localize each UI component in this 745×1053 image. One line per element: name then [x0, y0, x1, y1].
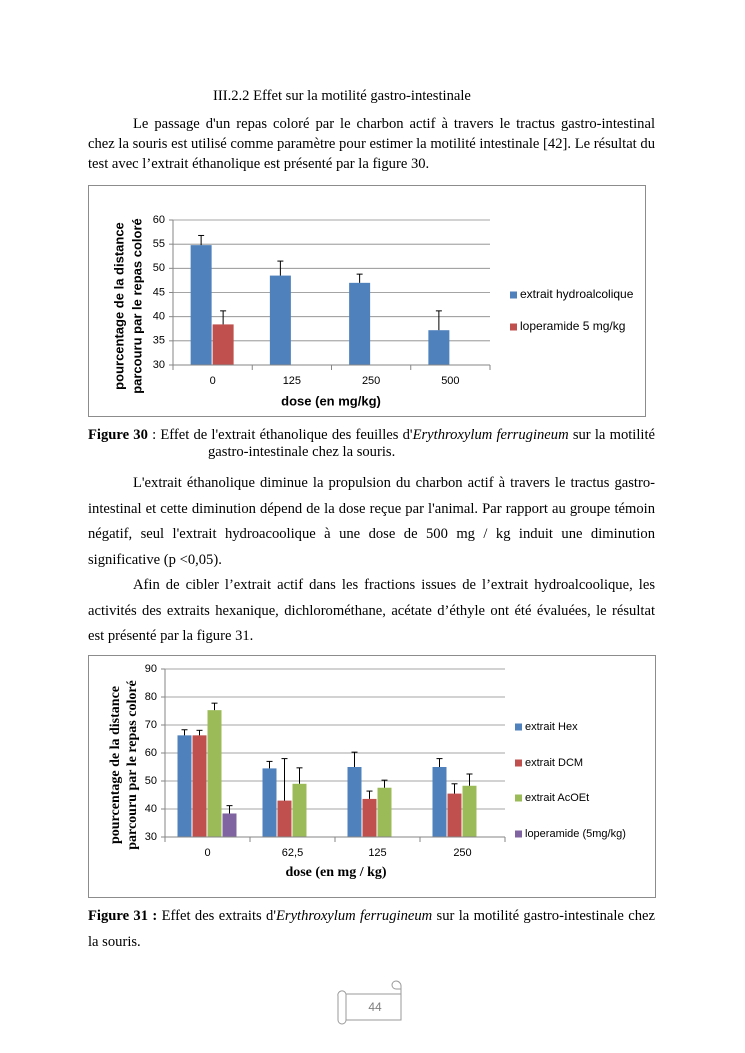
- y-tick-label: 55: [153, 238, 165, 250]
- bar: [212, 324, 234, 365]
- x-tick-label: 250: [362, 375, 380, 387]
- y-tick-label: 40: [153, 311, 165, 323]
- y-tick-label: 90: [145, 663, 157, 675]
- x-tick-label: 125: [368, 847, 386, 859]
- bar: [190, 245, 212, 365]
- bar: [277, 800, 292, 837]
- paragraph: L'extrait éthanolique diminue la propuls…: [88, 475, 655, 568]
- y-axis-label: pourcentage de la distance: [108, 686, 123, 844]
- figure-frame: [88, 655, 656, 898]
- bar: [269, 275, 291, 365]
- caption-text: Effet des extraits d': [161, 908, 276, 924]
- figure-caption: Figure 31 : Effet des extraits d'Erythro…: [88, 904, 655, 955]
- y-axis-label: parcouru par le repas coloré: [125, 680, 140, 850]
- legend-label: extrait DCM: [525, 757, 583, 769]
- x-tick-label: 0: [210, 375, 216, 387]
- section-heading: III.2.2 Effet sur la motilité gastro-int…: [213, 88, 471, 104]
- caption-species: Erythroxylum ferrugineum: [275, 908, 433, 924]
- bar: [362, 798, 377, 837]
- bar: [222, 813, 237, 837]
- legend-swatch: [515, 723, 522, 731]
- x-tick-label: 0: [204, 847, 210, 859]
- y-tick-label: 40: [145, 803, 157, 815]
- bar: [447, 793, 462, 837]
- y-tick-label: 70: [145, 719, 157, 731]
- y-tick-label: 80: [145, 691, 157, 703]
- bar: [262, 768, 277, 837]
- y-tick-label: 60: [145, 747, 157, 759]
- y-tick-label: 30: [145, 831, 157, 843]
- legend-label: loperamide 5 mg/kg: [520, 319, 625, 333]
- paragraph: Afin de cibler l’extrait actif dans les …: [88, 577, 655, 644]
- bar: [432, 767, 447, 837]
- x-axis-label: dose (en mg / kg): [285, 865, 386, 880]
- x-tick-label: 250: [453, 847, 471, 859]
- bar: [377, 787, 392, 837]
- bar: [347, 767, 362, 837]
- legend-swatch: [510, 291, 517, 299]
- bar: [177, 735, 192, 837]
- caption-text: Effet de l'extrait éthanolique des feuil…: [160, 427, 413, 443]
- legend-swatch: [515, 759, 522, 767]
- figure-caption: Figure 30 : Effet de l'extrait éthanoliq…: [88, 427, 655, 461]
- y-tick-label: 50: [153, 262, 165, 274]
- caption-species: Erythroxylum ferrugineum: [412, 427, 569, 443]
- bar: [292, 783, 307, 837]
- y-tick-label: 45: [153, 286, 165, 298]
- page-number-scroll: [337, 980, 402, 1025]
- y-tick-label: 30: [153, 359, 165, 371]
- x-tick-label: 125: [283, 375, 301, 387]
- legend-swatch: [515, 830, 522, 838]
- caption-sep: :: [152, 427, 157, 443]
- bar: [207, 710, 222, 837]
- bar: [428, 330, 450, 365]
- y-tick-label: 60: [153, 214, 165, 226]
- caption-label: Figure 31 :: [88, 908, 158, 924]
- paragraph: Le passage d'un repas coloré par le char…: [88, 116, 655, 172]
- legend-label: loperamide (5mg/kg): [525, 828, 626, 840]
- bar: [192, 735, 207, 837]
- y-tick-label: 35: [153, 335, 165, 347]
- figure-frame: [88, 185, 646, 417]
- legend-label: extrait hydroalcolique: [520, 287, 634, 301]
- y-axis-label: parcouru par le repas coloré: [129, 218, 144, 394]
- x-tick-label: 62,5: [282, 847, 303, 859]
- y-axis-label: pourcentage de la distance: [111, 222, 126, 390]
- x-tick-label: 500: [441, 375, 459, 387]
- page-number: 44: [368, 1000, 382, 1014]
- bar: [349, 282, 371, 365]
- caption-label: Figure 30: [88, 427, 148, 443]
- legend-swatch: [510, 323, 517, 331]
- caption-text: sur la motilité gastro-intestinale chez …: [88, 908, 655, 950]
- legend-label: extrait Hex: [525, 721, 578, 733]
- legend-label: extrait AcOEt: [525, 792, 589, 804]
- legend-swatch: [515, 794, 522, 802]
- y-tick-label: 50: [145, 775, 157, 787]
- caption-text: sur la motilité gastro-intestinale chez …: [208, 427, 655, 460]
- bar: [462, 785, 477, 837]
- x-axis-label: dose (en mg/kg): [281, 393, 381, 408]
